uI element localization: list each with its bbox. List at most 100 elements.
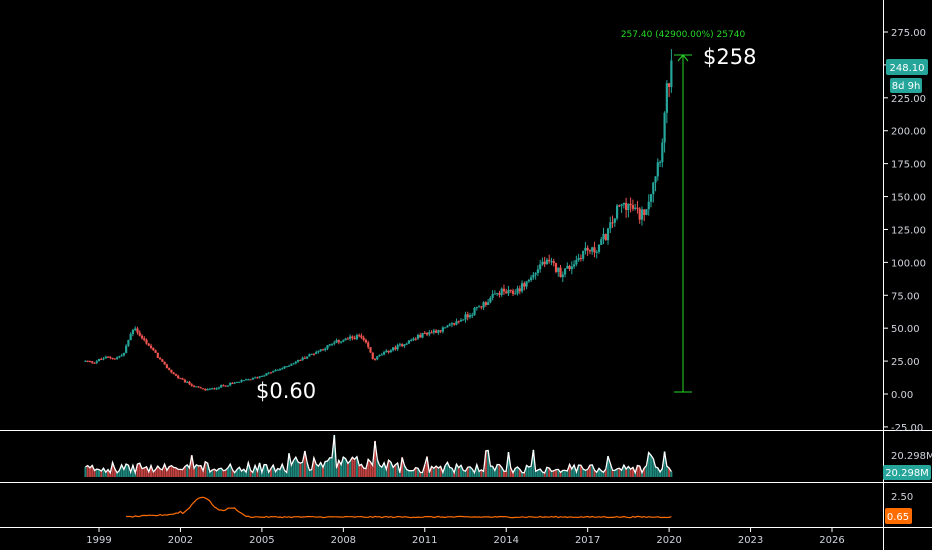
volume-bar [659, 471, 662, 477]
volume-bar [665, 466, 668, 477]
candle-body [143, 338, 146, 340]
volume-bar [233, 472, 236, 477]
volume-bar [138, 463, 141, 477]
time-tick-label: 2002 [168, 535, 193, 546]
candle-body [588, 250, 592, 252]
volume-bar [401, 457, 404, 477]
candle-body [645, 209, 648, 215]
volume-bar [340, 464, 343, 477]
candle-body [665, 83, 668, 113]
candle-body [258, 376, 261, 378]
candle-body [392, 347, 395, 351]
volume-bar [640, 472, 643, 477]
candle-body [464, 314, 467, 320]
price-tick-label: 150.00 [891, 193, 926, 204]
countdown-value: 8d 9h [892, 81, 921, 92]
candle-body [471, 314, 474, 316]
candle-body [631, 205, 635, 209]
candle-body [102, 358, 105, 360]
volume-bar [407, 470, 410, 477]
candle-body [360, 335, 363, 338]
volume-bar [455, 464, 458, 477]
volume-bar [131, 465, 134, 477]
volume-bar [269, 468, 272, 477]
volume-bar [421, 472, 424, 477]
candle-body [294, 361, 297, 364]
candle-body [120, 355, 123, 357]
candle-body [312, 353, 316, 355]
volume-bar [324, 461, 327, 477]
volume-bar [342, 457, 345, 477]
volume-bar [548, 468, 551, 477]
candle-body [541, 261, 544, 265]
volume-bar [91, 465, 94, 477]
candle-body [634, 207, 637, 209]
volume-bar [362, 468, 365, 477]
candle-body [149, 345, 153, 348]
candle-body [609, 222, 612, 229]
candle-body [342, 340, 345, 342]
volume-bar [378, 465, 381, 477]
time-axis[interactable]: 1999 2002 2005 2008 2011 2014 2017 2020 2023 2026 [86, 527, 845, 546]
volume-bar [179, 469, 182, 477]
volume-bar [319, 462, 322, 477]
candle-body [199, 387, 202, 389]
candle-body [211, 388, 214, 390]
volume-bar [118, 470, 121, 477]
candle-body [263, 375, 266, 377]
candle-body [518, 288, 521, 292]
time-tick-label: 2008 [331, 535, 356, 546]
candle-body [106, 356, 110, 358]
volume-bar [238, 467, 241, 477]
candle-body [534, 273, 537, 275]
volume-bar [247, 462, 250, 477]
candle-body [267, 372, 270, 374]
candle-body [475, 307, 478, 309]
volume-bar [183, 466, 186, 477]
candle-body [552, 261, 555, 264]
volume-bar [231, 469, 234, 477]
volume-bar [208, 471, 211, 477]
volume-bar [652, 458, 655, 477]
candle-body [84, 360, 87, 362]
candle-body [593, 247, 596, 253]
candle-body [324, 348, 327, 351]
volume-bar [161, 469, 164, 477]
volume-bar [224, 470, 227, 477]
volume-bar [426, 456, 429, 477]
candle-body [511, 290, 515, 294]
candle-body [174, 374, 178, 376]
candle-body [111, 357, 114, 359]
candle-body [251, 377, 254, 380]
candle-body [91, 361, 94, 363]
volume-line [85, 434, 672, 476]
volume-bar [432, 468, 435, 477]
candle-body [444, 327, 447, 329]
candle-body [321, 349, 325, 351]
volume-bar [283, 470, 286, 477]
volume-bar [439, 466, 442, 477]
volume-bar [385, 469, 388, 477]
low-price-annotation: $0.60 [256, 379, 316, 403]
volume-bar [380, 467, 383, 477]
volume-bar [478, 471, 481, 477]
candle-body [86, 360, 89, 362]
volume-bar [588, 465, 591, 477]
candle-body [269, 372, 273, 374]
candle-body [407, 340, 411, 344]
volume-bar [215, 470, 218, 477]
candle-body [563, 268, 567, 275]
candle-body [625, 202, 628, 211]
candle-body [104, 356, 107, 359]
volume-bar [607, 456, 610, 477]
candle-body [156, 352, 159, 358]
volume-bar [473, 472, 476, 477]
volume-bar [242, 469, 245, 477]
volume-bar [453, 472, 456, 477]
volume-bar [93, 470, 96, 477]
measure-tool[interactable]: 257.40 (42900.00%) 25740 [621, 30, 746, 393]
volume-bar [86, 465, 89, 477]
candle-body [595, 251, 598, 253]
candle-body [240, 380, 243, 382]
